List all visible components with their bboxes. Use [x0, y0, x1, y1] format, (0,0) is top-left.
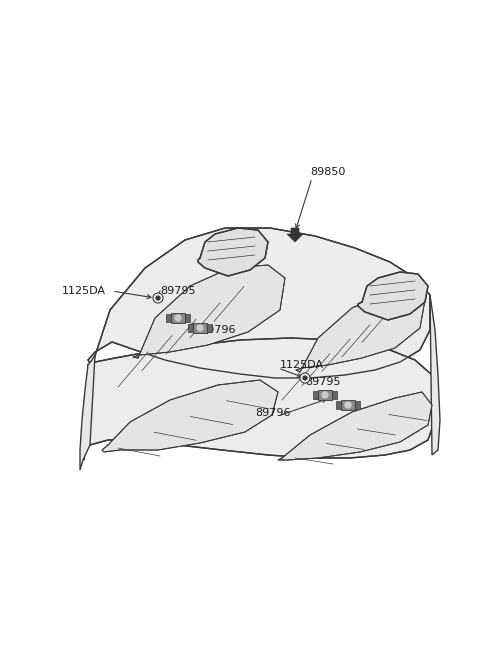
Polygon shape [296, 288, 425, 372]
Circle shape [197, 325, 203, 331]
Polygon shape [193, 323, 207, 333]
Polygon shape [332, 391, 337, 399]
Text: 89796: 89796 [255, 408, 290, 418]
Text: 89850: 89850 [310, 167, 346, 177]
Circle shape [322, 392, 328, 398]
Circle shape [175, 315, 181, 321]
Polygon shape [355, 401, 360, 409]
Polygon shape [83, 338, 435, 460]
Polygon shape [80, 355, 95, 470]
Polygon shape [358, 272, 428, 320]
Text: 89796: 89796 [200, 325, 236, 335]
Circle shape [153, 293, 163, 303]
Polygon shape [287, 228, 303, 242]
Polygon shape [185, 314, 190, 322]
Polygon shape [341, 400, 355, 410]
Text: 1125DA: 1125DA [62, 286, 106, 296]
Polygon shape [88, 228, 430, 378]
Polygon shape [318, 390, 332, 400]
Polygon shape [278, 392, 432, 460]
Polygon shape [166, 314, 171, 322]
Polygon shape [102, 380, 278, 452]
Circle shape [300, 373, 310, 383]
Circle shape [345, 402, 351, 408]
Polygon shape [133, 265, 285, 358]
Text: 89795: 89795 [160, 286, 195, 296]
Polygon shape [171, 313, 185, 323]
Polygon shape [198, 228, 268, 276]
Polygon shape [430, 295, 440, 455]
Polygon shape [207, 324, 212, 332]
Circle shape [156, 296, 160, 300]
Polygon shape [188, 324, 193, 332]
Polygon shape [313, 391, 318, 399]
Text: 1125DA: 1125DA [280, 360, 324, 370]
Polygon shape [336, 401, 341, 409]
Circle shape [303, 376, 307, 380]
Text: 89795: 89795 [305, 377, 340, 387]
